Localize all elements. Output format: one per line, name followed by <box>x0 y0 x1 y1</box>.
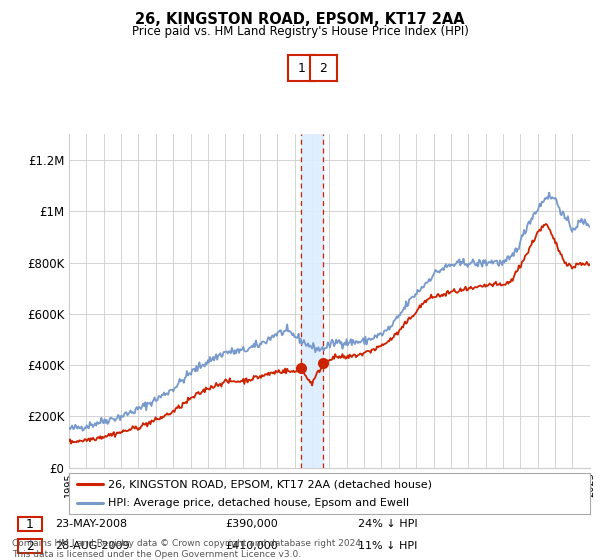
Text: HPI: Average price, detached house, Epsom and Ewell: HPI: Average price, detached house, Epso… <box>108 498 409 507</box>
FancyBboxPatch shape <box>18 517 42 531</box>
FancyBboxPatch shape <box>18 539 42 553</box>
Text: Contains HM Land Registry data © Crown copyright and database right 2024.
This d: Contains HM Land Registry data © Crown c… <box>12 539 364 559</box>
Text: £390,000: £390,000 <box>225 519 278 529</box>
Text: 23-MAY-2008: 23-MAY-2008 <box>55 519 127 529</box>
Text: 24% ↓ HPI: 24% ↓ HPI <box>358 519 417 529</box>
Text: 28-AUG-2009: 28-AUG-2009 <box>55 541 130 551</box>
Text: 2: 2 <box>26 540 34 553</box>
Text: 2: 2 <box>320 62 328 75</box>
Text: 1: 1 <box>298 62 305 75</box>
Text: 11% ↓ HPI: 11% ↓ HPI <box>358 541 417 551</box>
Text: 26, KINGSTON ROAD, EPSOM, KT17 2AA (detached house): 26, KINGSTON ROAD, EPSOM, KT17 2AA (deta… <box>108 479 432 489</box>
Text: 26, KINGSTON ROAD, EPSOM, KT17 2AA: 26, KINGSTON ROAD, EPSOM, KT17 2AA <box>135 12 465 27</box>
Bar <box>301 134 323 468</box>
Text: £410,000: £410,000 <box>225 541 278 551</box>
Text: Price paid vs. HM Land Registry's House Price Index (HPI): Price paid vs. HM Land Registry's House … <box>131 25 469 38</box>
Text: 1: 1 <box>26 517 34 531</box>
